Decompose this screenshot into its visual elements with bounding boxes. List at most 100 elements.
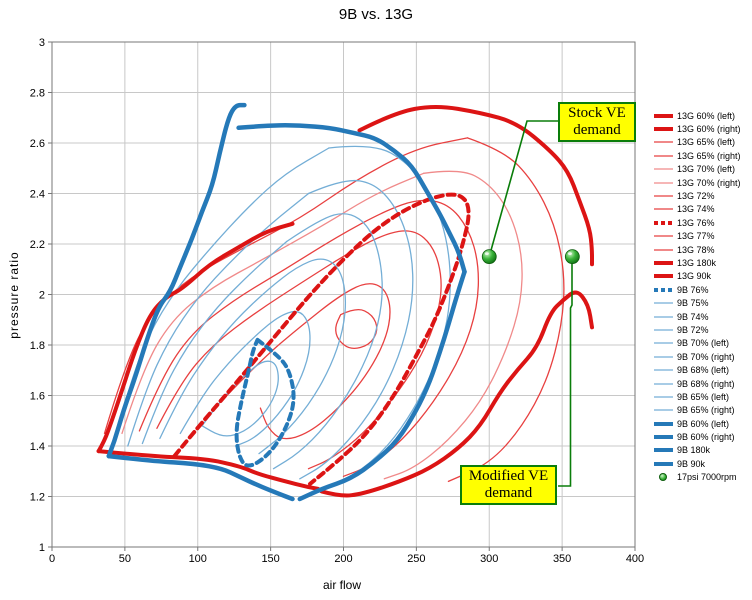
x-tick-label: 100	[189, 553, 207, 565]
legend-item: 9B 68% (left)	[653, 363, 752, 376]
series-13g-70-right-	[383, 170, 523, 480]
legend-line-sample	[654, 315, 673, 318]
x-tick-label: 150	[261, 553, 279, 565]
y-tick-label: 2	[39, 290, 45, 302]
y-tick-label: 2.6	[30, 138, 45, 150]
legend-item: 9B 60% (left)	[653, 417, 752, 430]
legend-item: 13G 78%	[653, 243, 752, 256]
legend-line-sample	[654, 208, 673, 211]
legend-item: 9B 180k	[653, 444, 752, 457]
legend-item: 13G 70% (right)	[653, 176, 752, 189]
legend-label: 9B 74%	[677, 311, 709, 322]
legend-line-sample	[654, 141, 673, 144]
legend-item: 9B 75%	[653, 296, 752, 309]
x-tick-label: 300	[480, 553, 498, 565]
legend-label: 13G 70% (left)	[677, 164, 736, 175]
series-9b-70-left-	[141, 240, 288, 445]
legend-item: 13G 180k	[653, 256, 752, 269]
legend-item: 13G 70% (left)	[653, 163, 752, 176]
legend-line-sample	[654, 287, 673, 292]
leader-modified	[558, 260, 573, 487]
legend-line-sample	[654, 274, 673, 279]
legend: 13G 60% (left) 13G 60% (right) 13G 65% (le…	[653, 109, 752, 484]
legend-label: 9B 70% (right)	[677, 351, 735, 362]
contour-series	[96, 102, 594, 502]
callout-leader-lines	[488, 120, 573, 487]
legend-label: 13G 60% (right)	[677, 124, 741, 135]
legend-line-sample	[654, 235, 673, 237]
legend-label: 13G 65% (left)	[677, 137, 736, 148]
legend-item: 13G 77%	[653, 230, 752, 243]
legend-item: 9B 60% (right)	[653, 430, 752, 443]
x-tick-label: 200	[334, 553, 352, 565]
legend-item: 9B 65% (left)	[653, 390, 752, 403]
legend-item: 9B 70% (right)	[653, 350, 752, 363]
demand-markers	[481, 249, 580, 265]
legend-line-sample	[654, 435, 673, 440]
callout-modified-ve-demand: Modified VE demand	[460, 465, 557, 505]
y-tick-label: 1.4	[30, 441, 45, 453]
legend-line-sample	[654, 356, 673, 358]
legend-label: 9B 60% (right)	[677, 432, 735, 443]
y-tick-label: 2.2	[30, 239, 45, 251]
legend-label: 9B 65% (right)	[677, 405, 735, 416]
legend-item: 13G 65% (left)	[653, 136, 752, 149]
legend-label: 9B 180k	[677, 445, 711, 456]
x-tick-label: 50	[119, 553, 131, 565]
series-9b-180k	[236, 123, 467, 275]
legend-label: 9B 90k	[677, 458, 706, 469]
legend-label: 9B 68% (left)	[677, 365, 730, 376]
legend-item: 9B 70% (left)	[653, 337, 752, 350]
legend-line-sample	[654, 342, 673, 344]
legend-label: 13G 180k	[677, 257, 717, 268]
legend-label: 9B 75%	[677, 298, 709, 309]
series-9b-76-	[234, 337, 296, 468]
y-tick-label: 1.2	[30, 492, 45, 504]
legend-label: 13G 70% (right)	[677, 177, 741, 188]
legend-line-sample	[654, 448, 673, 453]
legend-item: 13G 90k	[653, 270, 752, 283]
series-13g-180k	[357, 105, 594, 267]
y-tick-label: 2.4	[30, 189, 45, 201]
leader-stock	[488, 120, 558, 257]
marker-highlight	[567, 252, 572, 256]
legend-line-sample	[654, 181, 673, 184]
series-9b-90k	[106, 453, 295, 502]
legend-label: 13G 74%	[677, 204, 715, 215]
y-tick-label: 1	[39, 542, 45, 554]
legend-label: 13G 76%	[677, 217, 715, 228]
series-13g-60-right-	[319, 290, 594, 498]
callout-stock-ve-demand: Stock VE demand	[558, 102, 636, 142]
y-tick-label: 1.6	[30, 391, 45, 403]
series-9b-68-right-	[299, 179, 414, 480]
legend-item-marker: 17psi 7000rpm	[653, 471, 752, 484]
series-9b-75-	[201, 360, 279, 437]
legend-item: 9B 72%	[653, 323, 752, 336]
legend-line-sample	[654, 396, 673, 398]
legend-item: 13G 60% (right)	[653, 122, 752, 135]
legend-line-sample	[654, 260, 673, 265]
series-9b-60-right-	[297, 269, 467, 502]
legend-item: 13G 60% (left)	[653, 109, 752, 122]
legend-label: 13G 77%	[677, 231, 715, 242]
tick-labels: 0 50 100 150 200 250 300 350 400 1 1.2 1.4 1.6 1.8 2 2.…	[30, 37, 644, 565]
series-13g-77-	[226, 283, 391, 440]
legend-line-sample	[654, 248, 673, 251]
legend-label: 9B 76%	[677, 284, 709, 295]
series-13g-76-	[172, 192, 471, 486]
series-9b-72-	[159, 258, 347, 455]
series-13g-65-right-	[447, 137, 565, 483]
series-13g-72-	[138, 199, 480, 477]
y-tick-label: 3	[39, 37, 45, 49]
legend-line-sample	[654, 461, 673, 466]
legend-line-sample	[654, 113, 673, 118]
series-13g-78-	[335, 309, 378, 350]
legend-label: 9B 68% (right)	[677, 378, 735, 389]
legend-line-sample	[654, 369, 673, 371]
chart-title: 9B vs. 13G	[338, 6, 414, 23]
legend-line-sample	[654, 302, 673, 304]
plot-border	[51, 41, 636, 548]
legend-line-sample	[654, 220, 673, 225]
legend-item: 9B 74%	[653, 310, 752, 323]
